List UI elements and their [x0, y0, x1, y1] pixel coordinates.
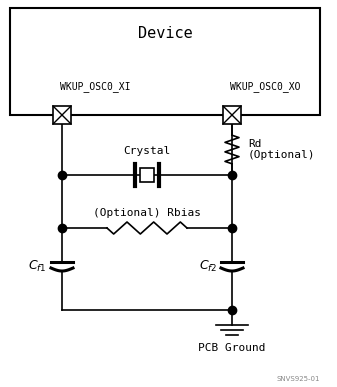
Bar [140, 168, 154, 182]
Bar [223, 106, 241, 124]
Text: WKUP_OSC0_XI: WKUP_OSC0_XI [60, 81, 130, 92]
Text: SNVS925-01: SNVS925-01 [276, 376, 320, 382]
Text: Rd
(Optional): Rd (Optional) [248, 139, 315, 160]
Bar [10, 8, 320, 115]
Text: (Optional) Rbias: (Optional) Rbias [93, 208, 201, 218]
Text: Device: Device [137, 26, 192, 41]
Bar [53, 106, 71, 124]
Text: PCB Ground: PCB Ground [198, 343, 266, 353]
Text: $C_{f2}$: $C_{f2}$ [198, 259, 217, 274]
Text: WKUP_OSC0_XO: WKUP_OSC0_XO [230, 81, 301, 92]
Text: $C_{f1}$: $C_{f1}$ [28, 259, 47, 274]
Text: Crystal: Crystal [123, 146, 171, 156]
